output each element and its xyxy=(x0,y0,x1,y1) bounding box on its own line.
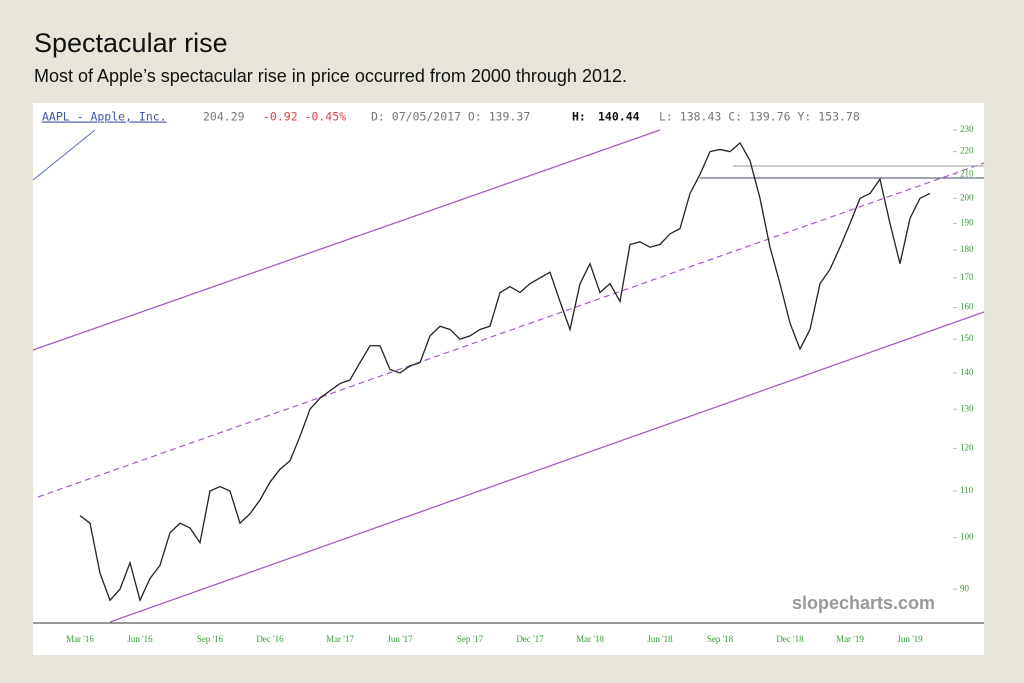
high-label: H: xyxy=(572,110,586,124)
x-tick-label: Dec '16 xyxy=(256,634,284,644)
x-tick-label: Mar '17 xyxy=(326,634,354,644)
rest: L: 138.43 C: 139.76 Y: 153.78 xyxy=(659,110,860,124)
date-open: D: 07/05/2017 O: 139.37 xyxy=(371,110,530,124)
channel-upper xyxy=(32,129,661,351)
subtitle: Most of Apple’s spectacular rise in pric… xyxy=(34,66,627,86)
channel-mid xyxy=(37,162,985,498)
x-tick-label: Mar '18 xyxy=(576,634,604,644)
y-tick-label: 160 xyxy=(960,302,974,312)
y-tick-label: 120 xyxy=(960,442,974,452)
price-line xyxy=(79,141,931,603)
y-tick-label: 170 xyxy=(960,272,974,282)
y-tick-label: 100 xyxy=(960,532,974,542)
high: 140.44 xyxy=(598,110,640,124)
x-tick-label: Mar '16 xyxy=(66,634,94,644)
y-tick-label: 230 xyxy=(960,124,974,134)
x-tick-label: Jun '17 xyxy=(387,634,413,644)
x-tick-label: Dec '17 xyxy=(516,634,544,644)
x-tick-label: Sep '17 xyxy=(457,634,484,644)
x-tick-label: Dec '18 xyxy=(776,634,804,644)
y-tick-label: 180 xyxy=(960,244,974,254)
y-tick-label: 200 xyxy=(960,192,974,202)
y-tick-label: 130 xyxy=(960,403,974,413)
watermark: slopecharts.com xyxy=(792,593,935,613)
y-tick-label: 150 xyxy=(960,333,974,343)
x-tick-label: Mar '19 xyxy=(836,634,864,644)
title: Spectacular rise xyxy=(34,28,228,58)
y-tick-label: 140 xyxy=(960,367,974,377)
x-tick-label: Jun '18 xyxy=(647,634,673,644)
y-tick-label: 110 xyxy=(960,485,974,495)
last-price: 204.29 xyxy=(203,110,245,124)
channel-lower xyxy=(109,311,985,623)
y-tick-label: 190 xyxy=(960,218,974,228)
symbol: AAPL - Apple, Inc. xyxy=(42,110,167,124)
change: -0.92 -0.45% xyxy=(263,110,346,124)
x-tick-label: Sep '18 xyxy=(707,634,734,644)
x-tick-label: Jun '16 xyxy=(127,634,153,644)
x-tick-label: Jun '19 xyxy=(897,634,923,644)
trend-line xyxy=(32,129,96,181)
y-tick-label: 90 xyxy=(960,583,970,593)
x-tick-label: Sep '16 xyxy=(197,634,224,644)
plot-bg xyxy=(33,103,984,655)
y-tick-label: 220 xyxy=(960,146,974,156)
y-tick-label: 210 xyxy=(960,169,974,179)
